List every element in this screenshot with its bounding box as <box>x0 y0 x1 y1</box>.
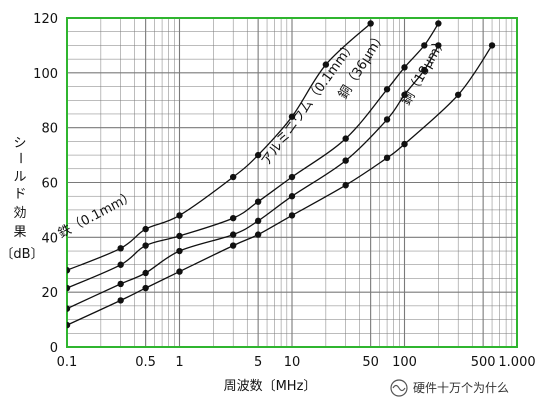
series-point-0 <box>288 113 296 120</box>
series-point-3 <box>454 91 462 98</box>
y-tick-label: 60 <box>41 177 58 192</box>
series-point-1 <box>254 198 262 205</box>
wechat-channel-icon <box>390 379 408 397</box>
series-point-0 <box>67 267 71 274</box>
y-axis-title-char: 効 <box>13 206 26 221</box>
x-axis-ticks: 0.1 0.5 1 5 10 50 100 500 1.000 <box>57 355 536 370</box>
x-tick-label: 0.5 <box>135 355 156 370</box>
series-line-3 <box>67 45 493 326</box>
series-point-2 <box>254 217 262 225</box>
series-point-3 <box>117 297 124 304</box>
series-point-2 <box>176 247 183 255</box>
x-axis-title: 周波数〔MHz〕 <box>224 379 317 394</box>
series-point-2 <box>288 193 296 200</box>
y-tick-label: 120 <box>33 12 58 27</box>
x-tick-label: 100 <box>392 355 417 370</box>
series-point-3 <box>254 231 262 238</box>
x-tick-label: 1 <box>175 355 183 370</box>
series-point-1 <box>401 64 408 71</box>
watermark-text: 硬件十万个为什么 <box>413 381 509 395</box>
series-point-2 <box>117 280 124 288</box>
series-point-0 <box>322 61 330 68</box>
series-point-0 <box>254 151 262 159</box>
series-point-1 <box>67 284 71 292</box>
series-point-1 <box>288 173 296 181</box>
series-point-3 <box>67 321 71 329</box>
y-tick-label: 40 <box>41 231 58 246</box>
series-point-1 <box>117 261 124 268</box>
series-point-3 <box>488 42 496 49</box>
y-axis-title-char: ー <box>12 151 27 164</box>
series-point-0 <box>176 212 183 219</box>
series-point-1 <box>421 42 428 49</box>
series-point-2 <box>67 305 71 312</box>
y-tick-label: 80 <box>41 122 58 137</box>
x-tick-label: 500 <box>471 355 496 370</box>
series-point-2 <box>229 231 237 238</box>
y-axis-title-unit: 〔dB〕 <box>0 247 43 262</box>
series-point-3 <box>342 182 349 189</box>
series-label-1: アルミニウム（0.1mm） <box>259 39 359 169</box>
series-point-3 <box>142 284 149 292</box>
series-point-3 <box>176 268 183 275</box>
series-point-2 <box>342 157 349 164</box>
series-line-0 <box>67 23 372 271</box>
plot-frame <box>66 17 518 348</box>
series-point-1 <box>142 242 149 249</box>
x-tick-label: 5 <box>254 355 262 370</box>
series-point-0 <box>117 245 124 252</box>
series-point-2 <box>383 116 391 123</box>
series-point-1 <box>383 86 391 93</box>
y-axis-title-char: ド <box>13 187 26 202</box>
series-point-1 <box>435 20 442 27</box>
x-tick-label: 50 <box>362 355 379 370</box>
series-point-3 <box>401 140 408 148</box>
series-point-1 <box>229 214 237 222</box>
y-axis-title: シ ー ル ド 効 果 〔dB〕 <box>0 136 43 262</box>
y-tick-label: 100 <box>33 67 58 82</box>
series-point-1 <box>342 135 349 142</box>
x-tick-label: 0.1 <box>57 355 78 370</box>
series-line-2 <box>67 45 439 310</box>
y-axis-title-char: 果 <box>13 225 26 240</box>
series-point-0 <box>229 173 237 181</box>
x-tick-label: 1.000 <box>498 355 535 370</box>
series-point-0 <box>142 225 149 233</box>
series <box>67 20 496 329</box>
series-point-2 <box>435 42 442 49</box>
y-axis-title-char: シ <box>13 136 26 151</box>
series-point-0 <box>367 20 374 27</box>
y-tick-label: 20 <box>41 286 58 301</box>
series-point-2 <box>401 91 408 98</box>
grid <box>66 17 517 348</box>
y-axis-ticks: 0 20 40 60 80 100 120 <box>33 12 58 356</box>
y-axis-title-char: ル <box>13 170 26 185</box>
series-point-2 <box>142 269 149 277</box>
series-point-3 <box>383 154 391 162</box>
series-point-1 <box>176 232 183 240</box>
series-point-3 <box>288 212 296 219</box>
x-tick-label: 10 <box>284 355 301 370</box>
watermark: 硬件十万个为什么 <box>390 379 509 397</box>
series-point-3 <box>229 242 237 249</box>
y-tick-label: 0 <box>50 341 58 356</box>
series-point-2 <box>421 66 428 74</box>
